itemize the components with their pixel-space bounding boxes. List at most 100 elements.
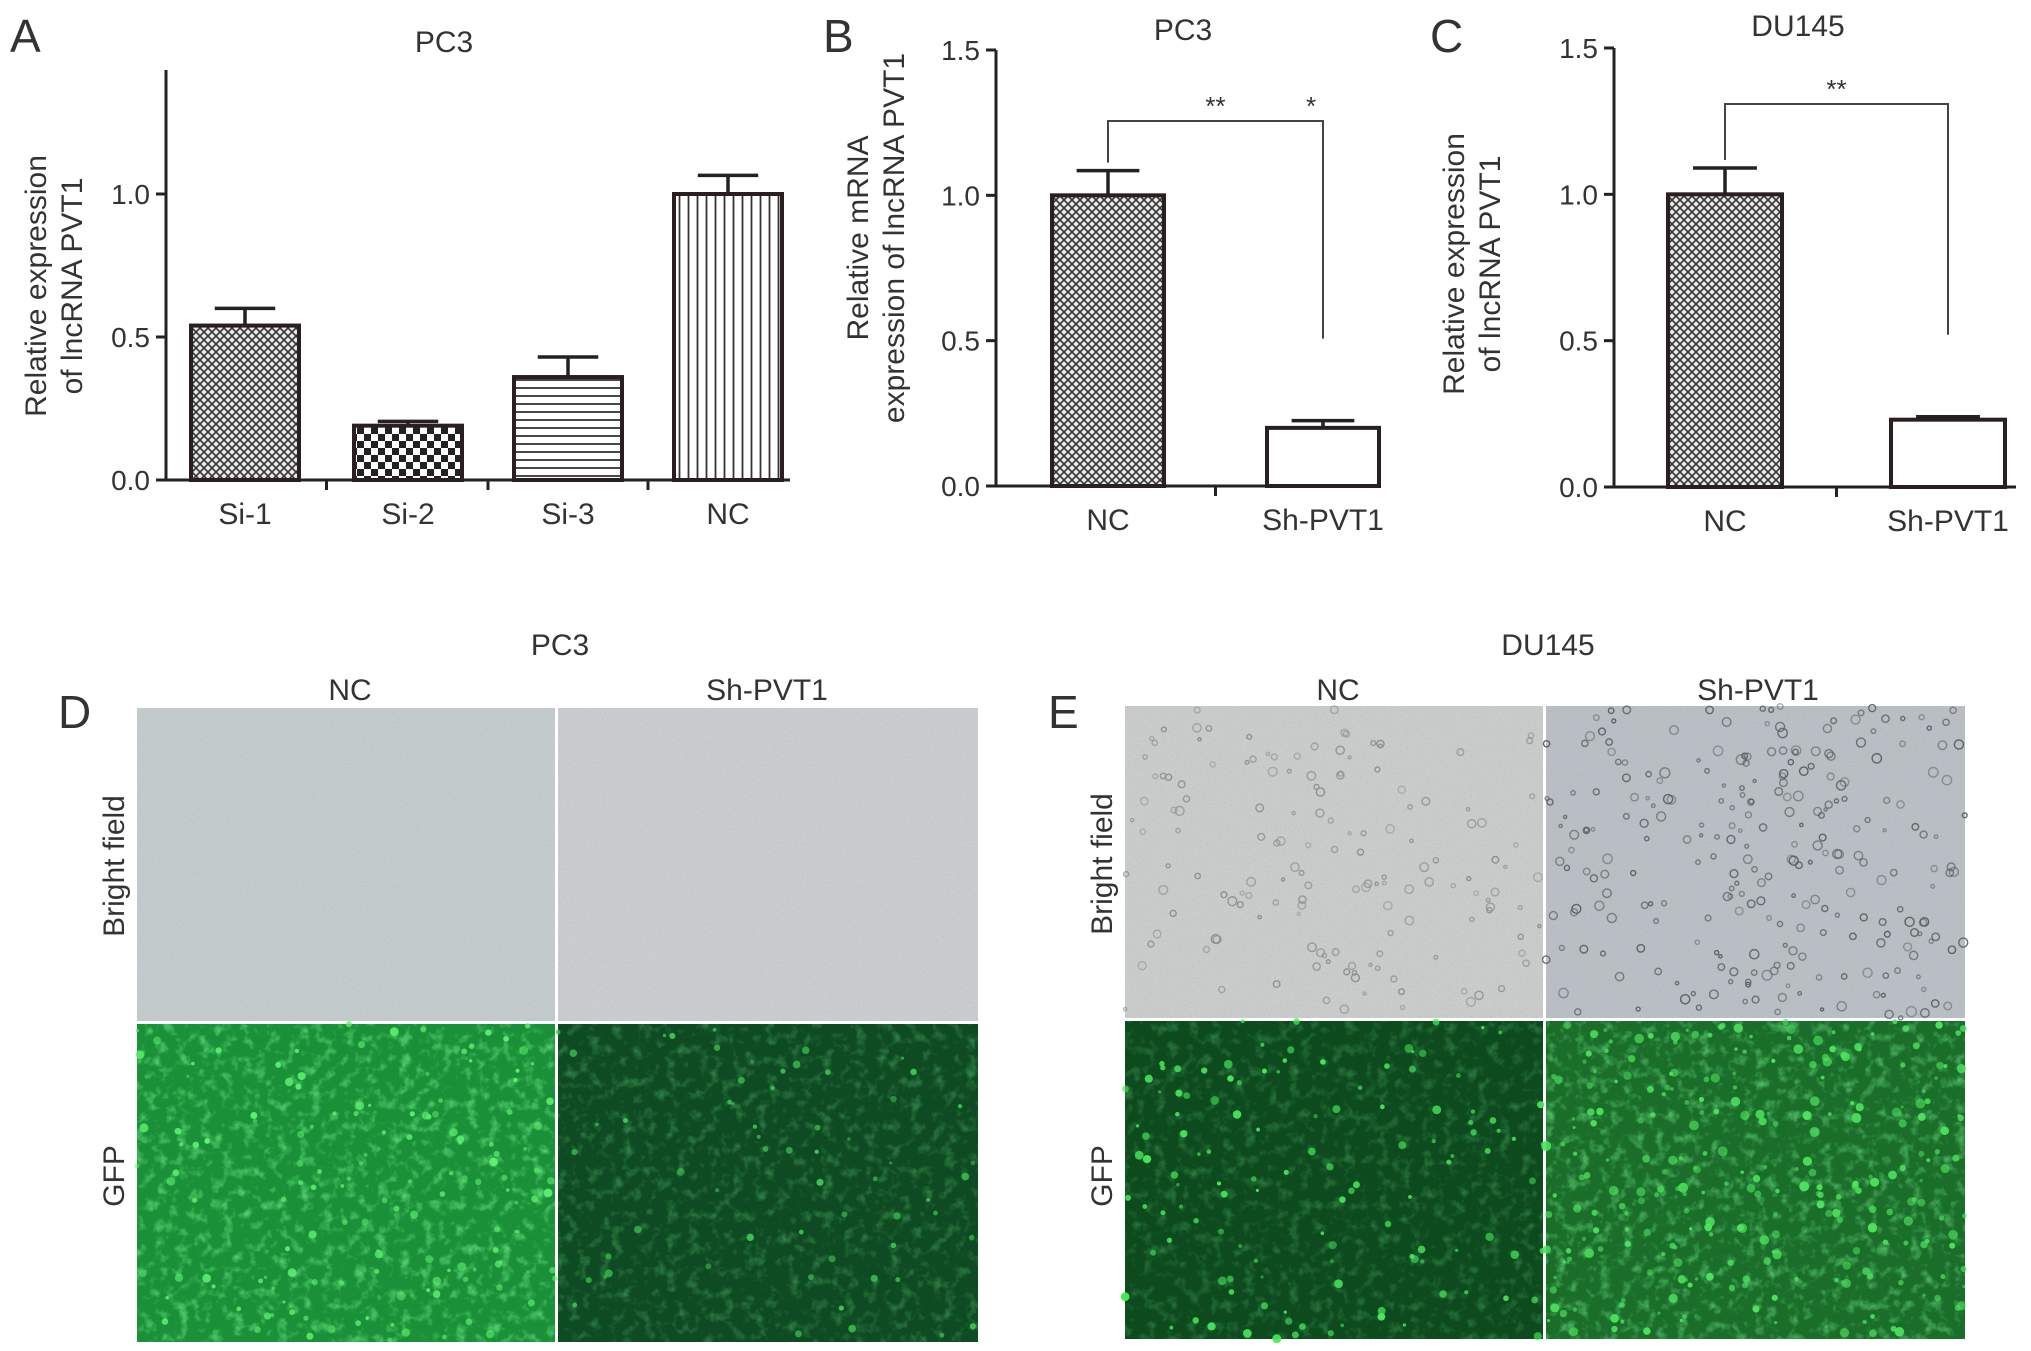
cell-speckle — [1853, 825, 1861, 833]
cell-speckle — [297, 1179, 303, 1185]
panel-e-row-bright: Bright field — [1086, 793, 1119, 935]
cell-speckle — [1624, 1211, 1629, 1216]
cell-speckle — [1824, 800, 1833, 809]
cell-speckle — [438, 1098, 443, 1103]
cell-speckle — [1900, 1105, 1904, 1109]
cell-speckle — [1326, 1163, 1334, 1171]
cell-speckle — [1496, 1128, 1501, 1133]
cell-speckle — [1261, 1302, 1269, 1310]
cell-speckle — [442, 1334, 447, 1340]
cell-speckle — [1915, 974, 1921, 980]
cell-speckle — [1151, 739, 1159, 747]
cell-speckle — [1255, 1188, 1259, 1192]
cell-speckle — [1554, 1075, 1563, 1084]
cell-speckle — [250, 1111, 258, 1119]
cell-speckle — [1553, 1275, 1557, 1280]
cell-speckle — [1696, 757, 1701, 763]
cell-speckle — [1578, 1174, 1585, 1181]
cell-speckle — [1409, 1253, 1415, 1259]
cell-speckle — [569, 1049, 578, 1057]
cell-speckle — [1468, 1119, 1474, 1125]
cell-speckle — [1228, 1289, 1235, 1295]
cell-speckle — [1592, 714, 1600, 722]
cell-speckle — [1882, 827, 1887, 833]
cell-speckle — [1684, 1278, 1688, 1282]
cell-speckle — [254, 1326, 261, 1334]
cell-speckle — [1729, 804, 1736, 811]
micrograph-e-gfp-sh — [1541, 1018, 1967, 1339]
cell-speckle — [1902, 942, 1913, 952]
cell-speckle — [1866, 1273, 1874, 1280]
cell-speckle — [1777, 727, 1789, 739]
cell-speckle — [269, 1312, 275, 1318]
cell-speckle — [1948, 1229, 1958, 1240]
chart-c-category-1: Sh-PVT1 — [1887, 505, 2009, 538]
cell-speckle — [139, 1123, 149, 1133]
cell-speckle — [1825, 1209, 1833, 1218]
cell-speckle — [1546, 1319, 1551, 1323]
cell-speckle — [1197, 737, 1202, 742]
cell-speckle — [1245, 891, 1253, 900]
cell-speckle — [1714, 833, 1720, 840]
cell-speckle — [1139, 796, 1149, 806]
cell-speckle — [1758, 1117, 1767, 1126]
cell-speckle — [1558, 944, 1566, 952]
cell-speckle — [506, 1109, 513, 1116]
cell-speckle — [1784, 806, 1795, 818]
cell-speckle — [798, 1229, 804, 1235]
cell-speckle — [1304, 881, 1313, 890]
panel-d: D PC3 NC Sh-PVT1 Bright field GFP — [58, 629, 978, 1343]
cell-speckle — [1558, 987, 1569, 999]
chart-a-bar-0 — [189, 323, 301, 482]
cell-speckle — [895, 1277, 901, 1283]
cell-speckle — [1223, 1059, 1233, 1069]
cell-speckle — [1160, 726, 1168, 733]
cell-speckle — [236, 1306, 242, 1312]
cell-speckle — [1446, 1159, 1452, 1165]
cell-speckle — [1160, 1210, 1166, 1216]
cell-speckle — [462, 1276, 469, 1283]
cell-speckle — [165, 1296, 169, 1300]
cell-speckle — [1943, 1001, 1953, 1011]
cell-speckle — [174, 1127, 182, 1135]
cell-speckle — [1755, 1109, 1765, 1119]
cell-speckle — [1384, 1063, 1390, 1069]
cell-speckle — [1272, 1334, 1282, 1344]
cell-speckle — [1840, 1280, 1845, 1284]
cell-speckle — [1511, 1136, 1517, 1141]
cell-speckle — [1909, 928, 1919, 938]
cell-speckle — [622, 1117, 628, 1123]
cell-speckle — [1653, 917, 1660, 925]
cell-speckle — [1827, 1112, 1832, 1117]
cell-speckle — [1276, 1069, 1281, 1074]
cell-speckle — [456, 1135, 465, 1144]
cell-speckle — [1724, 1181, 1729, 1186]
cell-speckle — [1771, 1058, 1776, 1064]
cell-speckle — [1794, 1276, 1799, 1282]
cell-speckle — [1922, 1293, 1926, 1297]
cell-speckle — [676, 1167, 685, 1176]
cell-speckle — [1614, 971, 1625, 982]
cell-speckle — [1329, 1259, 1334, 1264]
cell-speckle — [1469, 916, 1475, 923]
cell-speckle — [1465, 806, 1471, 812]
cell-speckle — [1830, 717, 1838, 725]
cell-speckle — [135, 1050, 145, 1059]
cell-speckle — [1898, 1119, 1907, 1128]
chart-b-ytick-label-1: 0.5 — [941, 326, 980, 357]
cell-speckle — [1809, 1096, 1820, 1107]
cell-speckle — [1178, 1204, 1184, 1209]
cell-speckle — [1931, 932, 1941, 942]
cell-speckle — [1949, 1242, 1956, 1249]
cell-speckle — [1298, 895, 1307, 904]
cell-speckle — [1331, 948, 1340, 957]
cell-speckle — [501, 1174, 508, 1181]
cell-speckle — [669, 1032, 676, 1039]
cell-speckle — [1934, 1076, 1938, 1080]
cell-speckle — [662, 1033, 667, 1038]
cell-speckle — [1238, 1244, 1243, 1249]
cell-speckle — [1312, 962, 1321, 971]
cell-speckle — [1678, 1182, 1689, 1193]
chart-c-ytick-label-2: 1.0 — [1559, 179, 1598, 210]
cell-speckle — [1764, 721, 1770, 727]
